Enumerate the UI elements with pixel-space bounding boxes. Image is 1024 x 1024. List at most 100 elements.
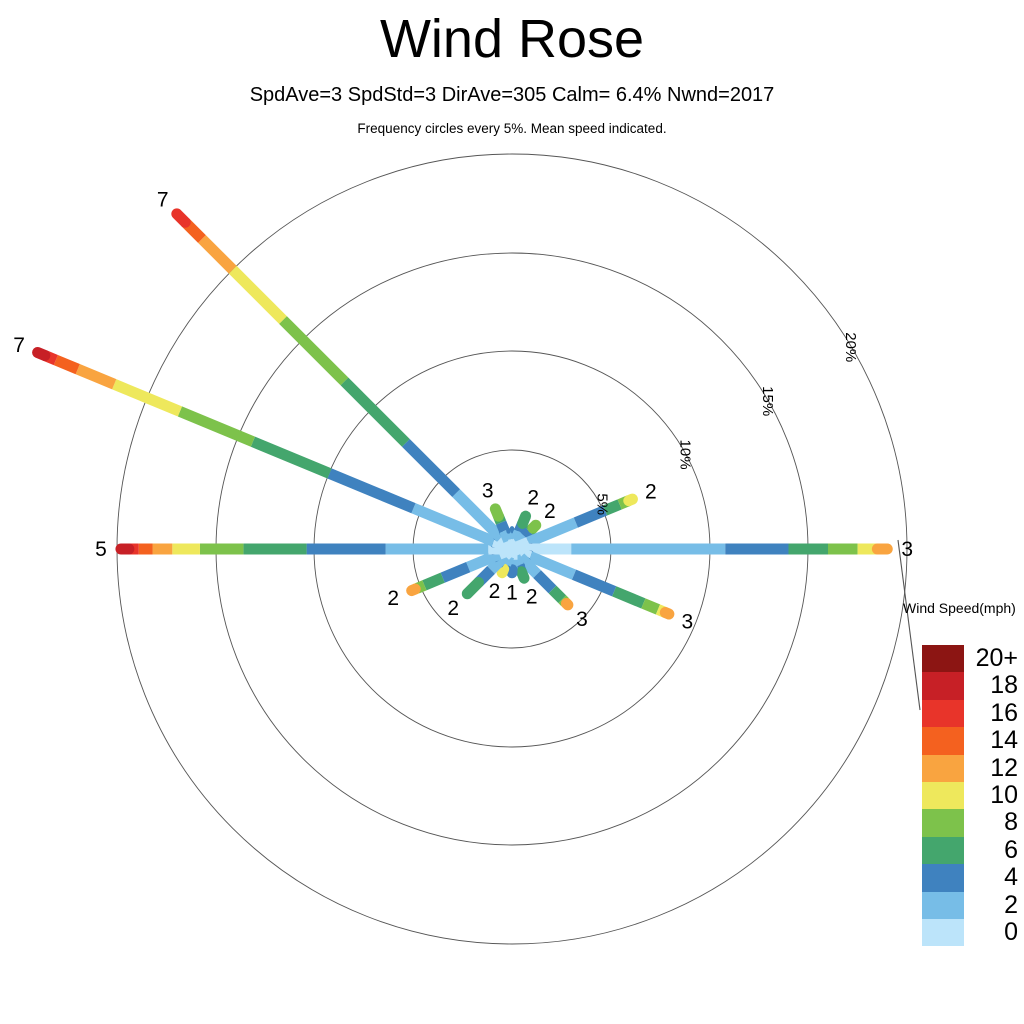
ring-tick-label: 5% (594, 493, 611, 515)
petal-segment (602, 499, 622, 516)
petal-segment (401, 438, 461, 498)
petal-segment (177, 406, 256, 447)
petal-segment (228, 265, 287, 324)
page-title: Wind Rose (379, 9, 645, 69)
legend-title: Wind Speed(mph) (903, 600, 1016, 616)
petal-segment (489, 503, 504, 522)
legend-label: 6 (1004, 835, 1018, 864)
mean-speed-label: 2 (526, 586, 538, 609)
mean-speed-label: 7 (13, 334, 25, 357)
legend-row: 16 (922, 699, 1022, 728)
petal-segment (571, 569, 617, 597)
mean-speed-label: 5 (95, 538, 107, 561)
petal-segment (279, 316, 349, 386)
mean-speed-label: 3 (576, 608, 588, 631)
legend-swatch (922, 864, 964, 892)
petal-segment (548, 585, 567, 604)
petal-segment (250, 436, 332, 479)
legend-row: 4 (922, 863, 1022, 892)
legend-row: 14 (922, 726, 1022, 755)
stats-subtitle: SpdAve=3 SpdStd=3 DirAve=305 Calm= 6.4% … (249, 84, 775, 106)
mean-speed-label: 2 (387, 587, 399, 610)
wind-petals (32, 208, 893, 620)
petal-segment (560, 597, 574, 611)
mean-speed-label: 2 (447, 597, 459, 620)
petal-segment (406, 583, 421, 597)
legend-row: 8 (922, 808, 1022, 837)
mean-speed-label: 3 (482, 479, 494, 502)
legend-leader-line (897, 539, 921, 711)
legend-swatch (922, 672, 964, 700)
legend-label: 10 (990, 780, 1018, 809)
petal-segment (171, 208, 191, 228)
legend-label: 12 (990, 753, 1018, 782)
legend-label: 0 (1004, 917, 1018, 946)
petal-segment (641, 598, 661, 615)
legend-swatch (922, 918, 964, 947)
petal-segment (198, 235, 237, 274)
legend-swatch (922, 809, 964, 837)
petal-segment (496, 563, 510, 579)
legend-row: 2 (922, 890, 1022, 919)
legend-swatch (922, 727, 964, 755)
petal-segment (495, 520, 510, 533)
mean-speed-label: 7 (157, 189, 169, 212)
legend-label: 20+ (975, 644, 1018, 672)
legend-swatch (922, 781, 964, 810)
petal-segment (517, 510, 532, 529)
mean-speed-label: 1 (506, 582, 518, 605)
legend-row: 20+ (922, 644, 1022, 673)
petal-segment (466, 549, 502, 573)
mean-speed-label: 2 (544, 500, 556, 523)
ring-tick-label: 20% (842, 332, 859, 362)
mean-speed-label: 2 (645, 480, 657, 503)
petal-segment (112, 379, 183, 417)
legend-row: 0 (922, 917, 1022, 947)
petal-segment (508, 538, 515, 550)
ring-tick-label: 10% (677, 440, 694, 470)
legend-row: 10 (922, 780, 1022, 810)
legend-label: 2 (1004, 890, 1018, 919)
petal-segment (612, 586, 646, 609)
petal-segment (526, 517, 578, 548)
petal-segment (528, 551, 577, 580)
legend-swatch (922, 754, 964, 782)
mean-speed-label: 2 (527, 487, 539, 510)
mean-speed-label: 3 (901, 538, 913, 561)
petal-segment (516, 553, 542, 579)
petal-segment (520, 527, 534, 541)
legend-label: 14 (990, 726, 1018, 755)
legend-label: 18 (990, 671, 1018, 700)
petal-segment (440, 562, 471, 583)
petal-segment (327, 468, 416, 514)
chart-note: Frequency circles every 5%. Mean speed i… (357, 121, 667, 136)
legend-label: 8 (1004, 808, 1018, 837)
ring-tick-labels: 5% 10% 15% 20% (594, 332, 859, 515)
legend-label: 4 (1004, 863, 1018, 892)
legend-row: 18 (922, 671, 1022, 700)
petal-segment (452, 489, 505, 542)
petal-segment (527, 519, 542, 534)
petal-segment (340, 377, 410, 447)
ring-tick-label: 15% (759, 386, 776, 416)
petal-segment (623, 493, 638, 507)
petal-segment (53, 354, 80, 375)
legend-swatch (922, 645, 964, 673)
mean-speed-label: 3 (682, 611, 694, 634)
legend-row: 6 (922, 835, 1022, 865)
petal-segment (411, 503, 496, 547)
petal-segment (533, 570, 557, 594)
petal-segment (573, 505, 608, 528)
petal-segment (75, 364, 117, 390)
petal-segment (422, 572, 445, 591)
legend-swatch (922, 836, 964, 865)
petal-segment (515, 566, 530, 584)
wind-speed-legend: 20+ 18 16 14 12 10 8 6 4 2 0 (922, 644, 1022, 947)
petal-segment (659, 606, 675, 620)
petal-segment (461, 577, 484, 600)
legend-row: 12 (922, 753, 1022, 782)
mean-speed-label: 2 (489, 580, 501, 603)
